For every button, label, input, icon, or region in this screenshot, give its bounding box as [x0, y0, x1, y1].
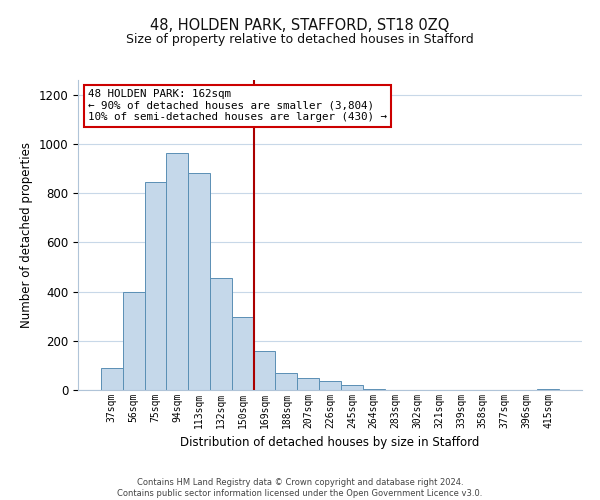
Bar — [101, 368, 123, 390]
Bar — [188, 174, 210, 390]
Bar — [341, 385, 363, 390]
Bar — [210, 278, 232, 390]
Text: 48, HOLDEN PARK, STAFFORD, ST18 0ZQ: 48, HOLDEN PARK, STAFFORD, ST18 0ZQ — [151, 18, 449, 32]
Bar — [297, 378, 319, 390]
Bar — [254, 350, 275, 390]
Text: Contains HM Land Registry data © Crown copyright and database right 2024.
Contai: Contains HM Land Registry data © Crown c… — [118, 478, 482, 498]
Y-axis label: Number of detached properties: Number of detached properties — [20, 142, 33, 328]
X-axis label: Distribution of detached houses by size in Stafford: Distribution of detached houses by size … — [181, 436, 479, 450]
Bar — [123, 292, 145, 390]
Bar — [166, 152, 188, 390]
Bar — [319, 382, 341, 390]
Text: Size of property relative to detached houses in Stafford: Size of property relative to detached ho… — [126, 32, 474, 46]
Bar — [275, 373, 297, 390]
Bar — [537, 389, 559, 390]
Text: 48 HOLDEN PARK: 162sqm
← 90% of detached houses are smaller (3,804)
10% of semi-: 48 HOLDEN PARK: 162sqm ← 90% of detached… — [88, 90, 387, 122]
Bar — [232, 318, 254, 390]
Bar — [363, 389, 385, 390]
Bar — [145, 182, 166, 390]
